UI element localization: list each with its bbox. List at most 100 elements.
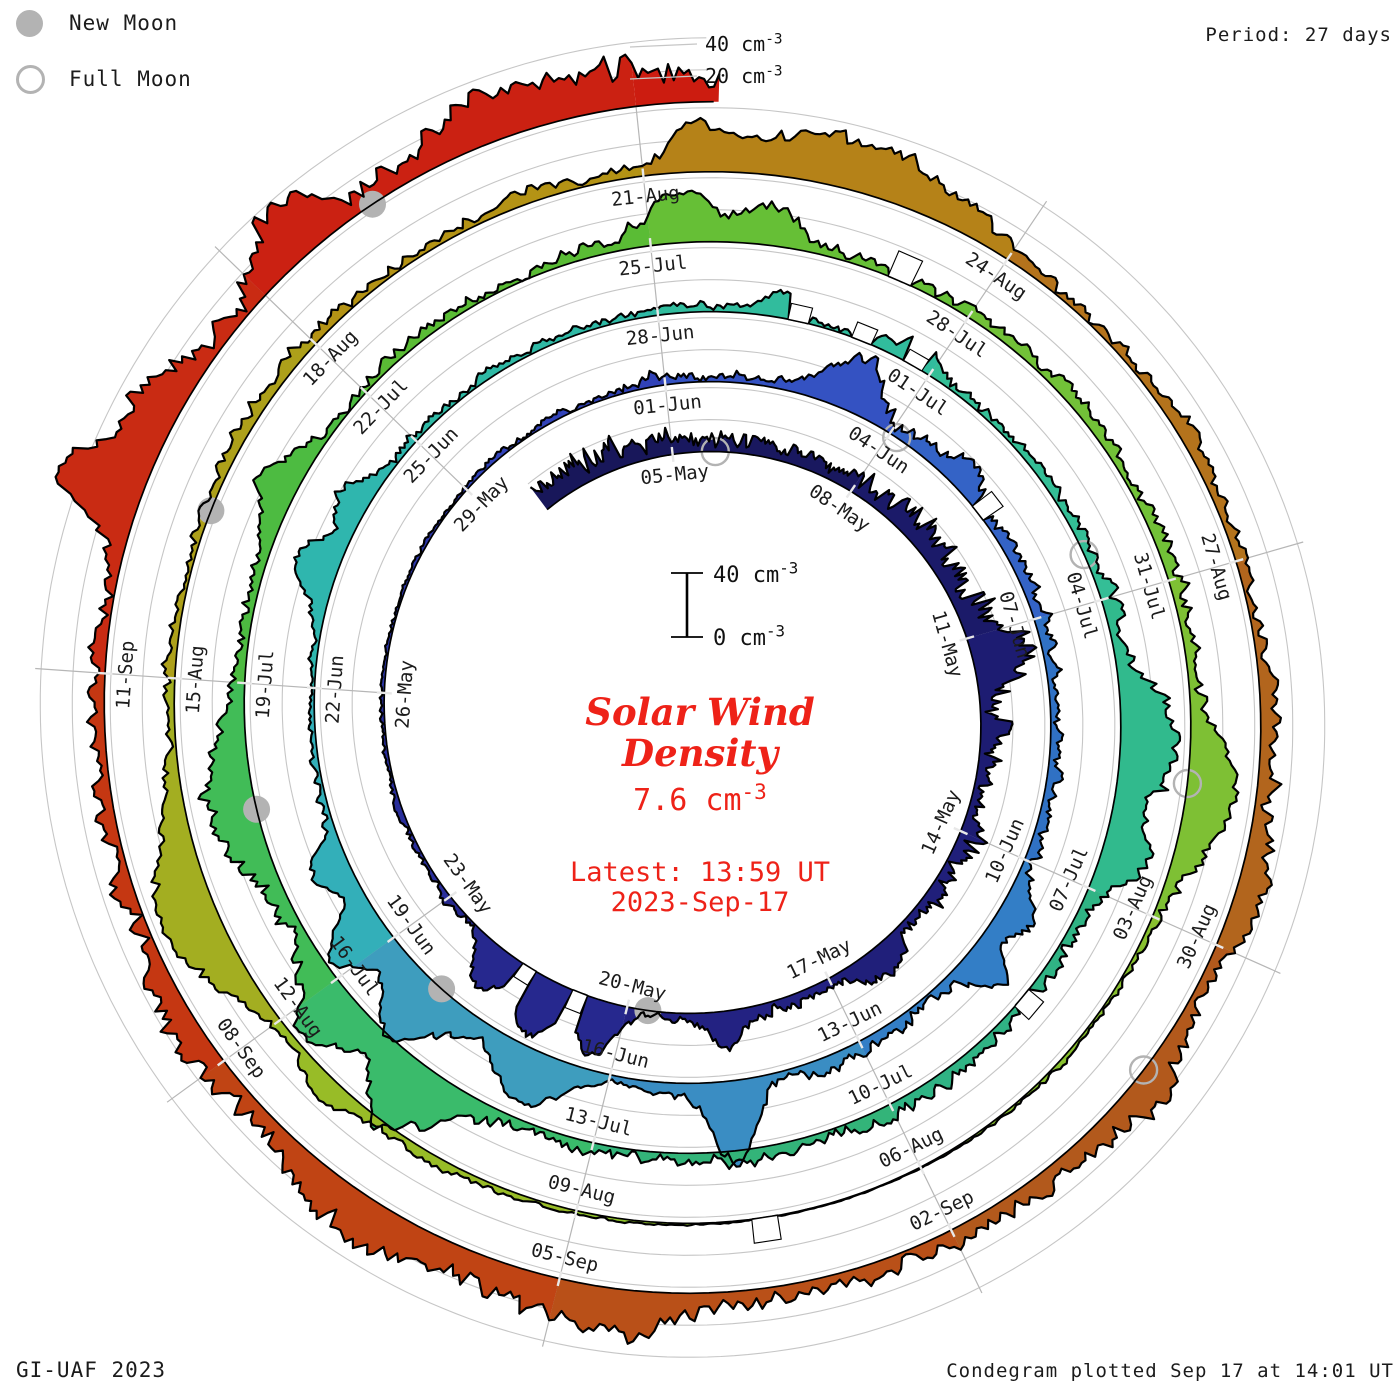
date-tick (237, 681, 253, 685)
center-annotation: Solar Wind Density 7.6 cm-3 Latest: 13:5… (450, 692, 950, 918)
full-moon-icon (1172, 768, 1203, 799)
date-tick (670, 446, 675, 463)
date-label: 25-Jun (399, 423, 463, 488)
date-tick (1093, 596, 1109, 604)
date-tick (273, 1014, 288, 1026)
date-label: 15-Aug (182, 645, 209, 715)
date-tick (306, 686, 323, 690)
current-density-number: 7.6 cm (633, 783, 742, 818)
date-label: 25-Jul (618, 251, 689, 280)
date-tick (648, 237, 653, 254)
full-moon-icon (16, 64, 45, 94)
full-moon-label: Full Moon (69, 67, 192, 91)
leader-line (629, 43, 698, 48)
date-tick (959, 635, 975, 642)
date-label: 22-Jul (349, 374, 413, 439)
date-tick (916, 1159, 925, 1175)
baseline-spiral (103, 100, 1262, 1295)
legend-new-moon: New Moon (16, 6, 192, 40)
data-gap-marker (751, 1214, 782, 1244)
scale-label: 20 cm-3 (705, 63, 783, 88)
date-tick (573, 1203, 580, 1219)
date-tick (460, 483, 474, 496)
new-moon-icon (16, 9, 43, 37)
date-tick (607, 1067, 614, 1083)
date-tick (359, 386, 373, 399)
scale-label: 0 cm-3 (713, 622, 785, 651)
date-tick (854, 1034, 864, 1049)
latest-date-label: 2023-Sep-17 (610, 887, 790, 918)
date-tick (443, 891, 458, 902)
data-gap-marker (971, 490, 1004, 521)
date-label: 16-Jun (580, 1035, 652, 1073)
date-label: 20-May (596, 967, 668, 1005)
date-label: 19-Jul (252, 650, 279, 720)
data-gap-marker (564, 989, 589, 1015)
legend-full-moon: Full Moon (16, 62, 192, 96)
date-label: 05-May (639, 460, 710, 489)
plotted-timestamp-label: Condegram plotted Sep 17 at 14:01 UT (946, 1360, 1394, 1382)
date-tick (309, 337, 322, 350)
date-tick (656, 307, 660, 323)
data-gap-marker (512, 962, 537, 986)
date-label: 29-May (450, 472, 514, 537)
plot-title-line1: Solar Wind (585, 690, 815, 734)
date-tick (1209, 940, 1224, 950)
reference-scale-bar (671, 572, 703, 638)
date-tick (330, 973, 344, 985)
date-tick (624, 999, 631, 1015)
data-gap-marker (787, 302, 814, 325)
date-tick (1161, 577, 1177, 584)
date-tick (1145, 912, 1160, 921)
data-gap-marker (1014, 988, 1045, 1021)
density-outline (54, 53, 1283, 1345)
date-tick (376, 691, 392, 695)
gridline-spiral (71, 69, 1294, 1326)
period-label: Period: 27 days (1205, 24, 1392, 46)
leader-line (629, 75, 698, 80)
legend: New Moon Full Moon (16, 6, 192, 118)
data-gap-marker (887, 250, 924, 287)
date-tick (556, 1271, 563, 1287)
date-tick (953, 826, 968, 836)
date-tick (885, 1096, 895, 1112)
date-tick (1002, 252, 1013, 267)
date-tick (1017, 855, 1032, 864)
date-tick (1228, 558, 1244, 565)
scale-label: 40 cm-3 (705, 31, 783, 56)
current-density-exponent: -3 (741, 780, 767, 804)
date-label: 26-May (391, 659, 418, 729)
date-tick (963, 310, 974, 325)
date-tick (663, 377, 668, 393)
date-label: 18-Aug (299, 326, 363, 391)
date-tick (590, 1135, 597, 1151)
date-tick (1081, 883, 1096, 893)
date-tick (924, 368, 935, 383)
date-tick (845, 484, 857, 499)
date-label: 09-Aug (546, 1171, 618, 1209)
gridline-spiral (39, 37, 1326, 1358)
full-moon-icon (1128, 1055, 1159, 1085)
data-gap-marker (850, 321, 879, 346)
full-moon-icon (882, 422, 912, 453)
spoke-line (35, 667, 389, 694)
date-tick (410, 435, 423, 448)
date-tick (216, 1055, 231, 1067)
date-label: 13-Jul (563, 1103, 635, 1141)
credit-label: GI-UAF 2023 (16, 1358, 167, 1382)
data-gap-marker (902, 348, 930, 372)
new-moon-label: New Moon (69, 11, 179, 35)
date-tick (641, 168, 646, 184)
date-tick (386, 932, 401, 943)
date-label: 11-Sep (112, 640, 139, 710)
date-ticks (97, 168, 1244, 1287)
date-tick (884, 426, 896, 441)
plot-title-line2: Density (621, 731, 778, 775)
date-tick (824, 971, 833, 986)
scale-label: 40 cm-3 (713, 559, 798, 588)
date-tick (97, 671, 113, 676)
latest-time-label: Latest: 13:59 UT (569, 857, 831, 888)
date-tick (167, 676, 183, 680)
